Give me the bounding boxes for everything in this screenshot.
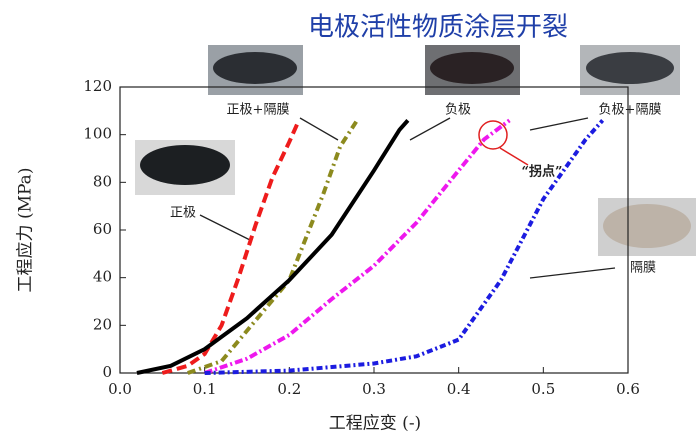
- disc: [430, 52, 514, 84]
- annotation: “拐点”: [522, 164, 563, 180]
- x-axis-label: 工程应变 (-): [329, 414, 421, 434]
- x-tick-label: 0.5: [531, 380, 555, 398]
- arrow: [200, 215, 250, 240]
- disc: [603, 204, 691, 248]
- curve-label: 隔膜: [630, 261, 656, 276]
- curve-label: 正极: [170, 206, 196, 221]
- plot-frame: [120, 87, 628, 373]
- curve-label: 正极+隔膜: [227, 103, 290, 118]
- chart: 电极活性物质涂层开裂 工程应变 (-) 工程应力 (MPa) “拐点” 0.00…: [0, 0, 698, 435]
- disc: [586, 52, 674, 84]
- arrows: [200, 118, 615, 278]
- y-tick-label: 40: [93, 268, 112, 286]
- x-tick-label: 0.2: [277, 380, 301, 398]
- disc: [213, 52, 297, 84]
- y-tick-label: 60: [93, 220, 112, 238]
- x-tick-label: 0.6: [616, 380, 640, 398]
- y-tick-label: 100: [83, 125, 112, 143]
- arrow: [530, 268, 615, 278]
- curve-label: 负极: [445, 103, 471, 118]
- x-tick-label: 0.3: [362, 380, 386, 398]
- curve: [205, 120, 603, 373]
- y-tick-label: 80: [93, 172, 112, 190]
- x-tick-label: 0.0: [108, 380, 132, 398]
- y-axis-label: 工程应力 (MPa): [16, 168, 36, 293]
- arrow: [300, 118, 338, 140]
- x-tick-label: 0.4: [447, 380, 471, 398]
- chart-title: 电极活性物质涂层开裂: [308, 13, 568, 43]
- arrow: [530, 118, 588, 130]
- curve-label: 负极+隔膜: [599, 103, 662, 118]
- inflection-pointer: [500, 148, 528, 165]
- arrow: [410, 118, 450, 140]
- y-tick-label: 20: [93, 315, 112, 333]
- y-tick-label: 0: [102, 363, 112, 381]
- x-tick-label: 0.1: [193, 380, 217, 398]
- disc: [140, 145, 230, 185]
- curve: [205, 120, 510, 373]
- y-tick-label: 120: [83, 77, 112, 95]
